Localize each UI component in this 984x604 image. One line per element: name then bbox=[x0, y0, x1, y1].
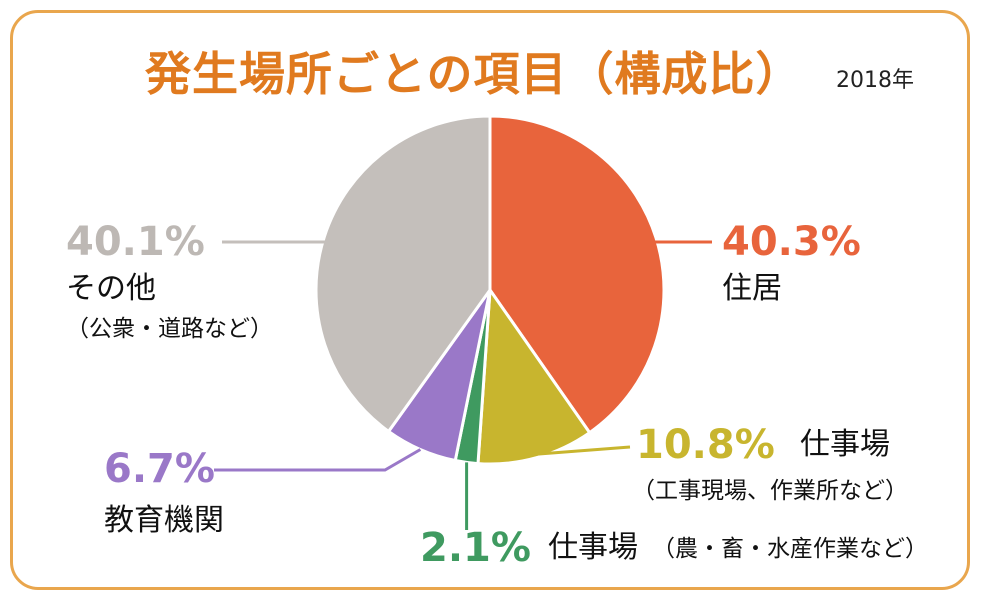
slice-sublabel-workplace-construction: （工事現場、作業所など） bbox=[632, 478, 908, 504]
pct-label-workplace-agriculture: 2.1% bbox=[420, 525, 531, 571]
pct-label-residence: 40.3% bbox=[722, 219, 861, 265]
chart-year: 2018年 bbox=[836, 68, 914, 93]
pct-label-education: 6.7% bbox=[104, 446, 215, 492]
slice-label-other: その他 bbox=[66, 271, 156, 306]
slice-sublabel-workplace-agriculture: （農・畜・水産作業など） bbox=[652, 536, 928, 562]
slice-sublabel-other: （公衆・道路など） bbox=[66, 316, 273, 342]
chart-title: 発生場所ごとの項目（構成比） bbox=[145, 47, 803, 101]
slice-residence bbox=[488, 114, 666, 435]
slice-label-workplace-construction: 仕事場 bbox=[800, 427, 890, 462]
pct-label-workplace-construction: 10.8% bbox=[636, 422, 775, 468]
leader-line-education bbox=[214, 448, 422, 472]
slice-workplace-construction bbox=[476, 285, 592, 466]
slice-label-workplace-agriculture: 仕事場 bbox=[548, 530, 638, 565]
slice-other bbox=[314, 114, 492, 434]
slice-label-education: 教育機関 bbox=[104, 503, 224, 538]
slice-label-residence: 住居 bbox=[722, 271, 782, 306]
pct-label-other: 40.1% bbox=[66, 219, 205, 265]
leader-line-workplace-construction bbox=[535, 445, 631, 456]
chart-frame bbox=[10, 10, 970, 590]
